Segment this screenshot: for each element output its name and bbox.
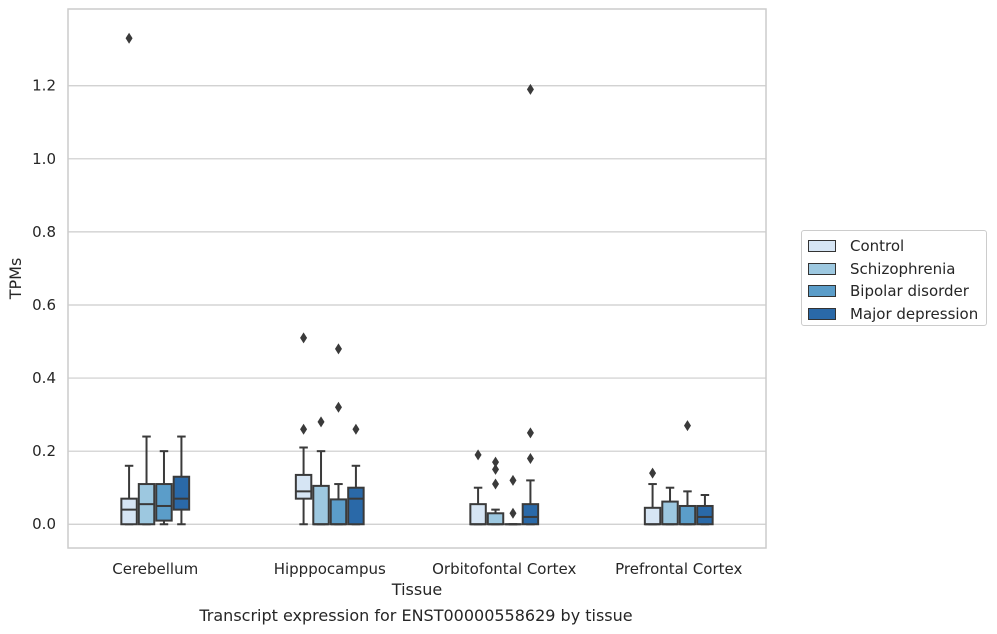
box-s0-c3 xyxy=(643,506,662,526)
y-tick-label-2: 0.4 xyxy=(32,369,56,387)
box-s3-c1 xyxy=(347,486,365,526)
outlier-s2-c3-0 xyxy=(683,420,691,432)
outlier-s2-c2-0 xyxy=(509,507,517,519)
legend-swatch-schizophrenia xyxy=(808,262,836,275)
y-tick-label-4: 0.8 xyxy=(32,223,56,241)
outlier-s0-c1-0 xyxy=(300,423,308,435)
box-s0-c1 xyxy=(294,473,313,500)
y-axis-label: TPMs xyxy=(6,258,25,301)
legend-label-control: Control xyxy=(850,237,905,256)
outlier-s0-c1-1 xyxy=(300,332,308,344)
legend-swatch-control xyxy=(808,240,836,253)
legend-swatch-bipolar-disorder xyxy=(808,285,836,298)
x-tick-label-1: Hipppocampus xyxy=(274,560,386,578)
y-tick-label-0: 0.0 xyxy=(32,515,56,533)
outlier-s2-c2-1 xyxy=(509,474,517,486)
box-s1-c1 xyxy=(312,484,330,526)
legend-item-schizophrenia: Schizophrenia xyxy=(808,258,986,281)
box-s1-c3 xyxy=(661,500,679,526)
y-tick-label-6: 1.2 xyxy=(32,77,56,95)
outlier-s1-c1-0 xyxy=(317,416,325,428)
outlier-s2-c1-1 xyxy=(334,343,342,355)
box-s2-c3 xyxy=(678,504,697,526)
chart-caption: Transcript expression for ENST0000055862… xyxy=(199,606,633,625)
box-s3-c0 xyxy=(172,475,191,511)
box-s3-c3 xyxy=(696,504,714,526)
x-tick-label-3: Prefrontal Cortex xyxy=(615,560,742,578)
box-s2-c0 xyxy=(155,483,173,522)
outlier-s1-c2-1 xyxy=(492,463,500,475)
legend-item-major-depression: Major depression xyxy=(808,303,986,326)
y-tick-label-1: 0.2 xyxy=(32,442,56,460)
plot-frame xyxy=(67,8,767,549)
outlier-s3-c2-1 xyxy=(526,427,534,439)
legend-label-schizophrenia: Schizophrenia xyxy=(850,259,956,278)
outlier-s2-c1-0 xyxy=(334,401,342,413)
legend-label-bipolar-disorder: Bipolar disorder xyxy=(850,282,969,301)
y-tick-label-3: 0.6 xyxy=(32,296,56,314)
legend-swatch-major-depression xyxy=(808,307,836,320)
box-s0-c2 xyxy=(469,503,487,526)
outlier-s3-c1-0 xyxy=(352,423,360,435)
outlier-s1-c2-0 xyxy=(492,478,500,490)
outlier-s3-c2-0 xyxy=(526,452,534,464)
x-tick-label-0: Cerebellum xyxy=(112,560,198,578)
x-tick-label-2: Orbitofontal Cortex xyxy=(432,560,576,578)
box-s2-c1 xyxy=(329,498,348,526)
box-s3-c2 xyxy=(521,503,540,526)
box-s0-c0 xyxy=(120,497,138,526)
legend-item-control: Control xyxy=(808,235,986,258)
legend: Control Schizophrenia Bipolar disorder M… xyxy=(801,230,987,326)
legend-item-bipolar-disorder: Bipolar disorder xyxy=(808,280,986,303)
outlier-s3-c2-2 xyxy=(526,83,534,95)
outlier-s0-c0-0 xyxy=(125,32,133,44)
legend-label-major-depression: Major depression xyxy=(850,304,979,323)
x-axis-label: Tissue xyxy=(391,580,442,599)
outlier-s0-c2-0 xyxy=(474,449,482,461)
outlier-s0-c3-0 xyxy=(649,467,657,479)
box-s1-c2 xyxy=(486,512,505,526)
outlier-s1-c2-2 xyxy=(492,456,500,468)
y-tick-label-5: 1.0 xyxy=(32,150,56,168)
